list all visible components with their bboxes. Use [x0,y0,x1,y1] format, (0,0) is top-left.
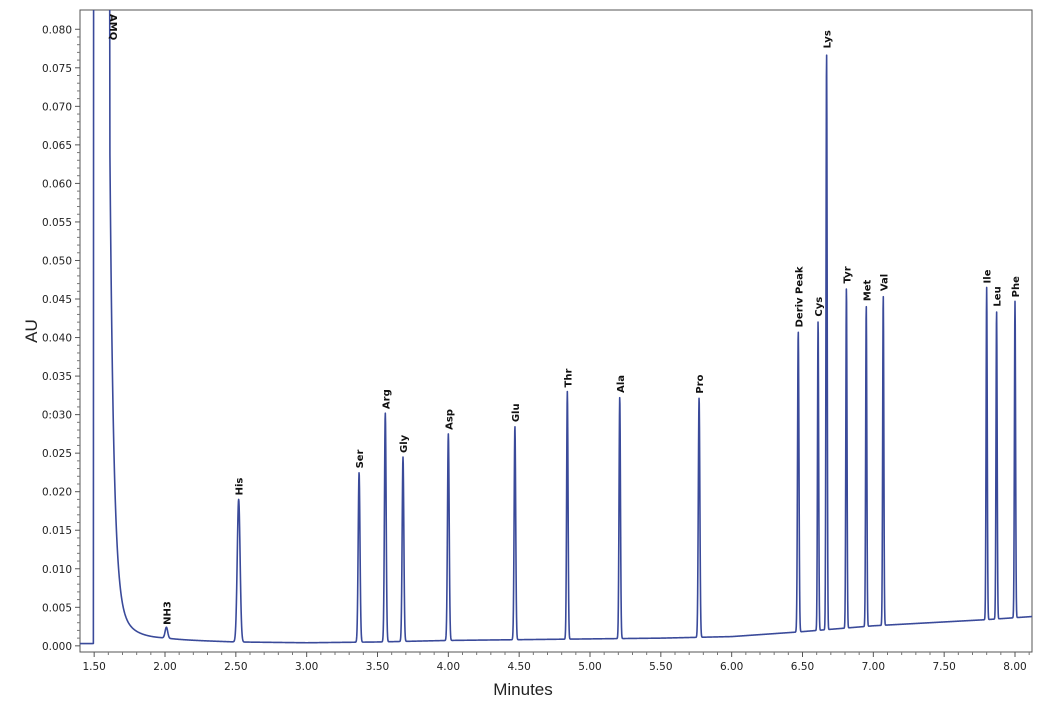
peak-label: Ser [355,449,366,468]
y-tick-label: 0.050 [42,255,72,267]
peak-label: Gly [399,434,410,453]
peak-label: His [235,478,246,496]
x-tick-label: 6.00 [720,661,743,673]
x-tick-label: 2.00 [153,661,176,673]
peak-label: Leu [993,286,1004,306]
x-tick-label: 2.50 [224,661,247,673]
x-tick-label: 7.00 [862,661,885,673]
peak-label: Cys [814,297,825,317]
peak-label: NH3 [162,601,173,625]
peak-label: Val [879,274,890,291]
y-tick-label: 0.020 [42,487,72,499]
y-axis-ticks: 0.000 0.005 0.010 0.015 0.020 0.025 0:030 0.035… [42,24,80,653]
peak-label: Asp [444,409,455,430]
peak-label: Glu [511,403,522,422]
peak-label: Deriv Peak [794,266,805,327]
peak-label: Met [862,279,873,301]
y-tick-label: 0.040 [42,333,72,345]
x-tick-label: 4.00 [437,661,460,673]
y-tick-label: 0.015 [42,525,72,537]
peak-label: Tyr [842,266,853,283]
y-tick-label: 0.075 [42,63,72,75]
y-tick-label: 0.035 [42,371,72,383]
peak-label: Lys [823,30,834,48]
y-tick-label: 0.005 [42,602,72,614]
peak-label: Phe [1011,276,1022,297]
peak-label: Thr [563,369,574,388]
y-tick-label: 0.065 [42,140,72,152]
peak-label: Ala [616,375,627,393]
y-tick-label: 0.045 [42,294,72,306]
peak-label: Pro [695,374,706,393]
x-tick-label: 1.50 [82,661,105,673]
x-tick-label: 7.50 [932,661,955,673]
y-tick-label: 0.070 [42,101,72,113]
y-tick-label: 0.000 [42,641,72,653]
x-axis-ticks: 1.50 2.00 2.50 3.00 3.50 4.00 4.50 5.00 5.50 6.00… [82,652,1030,673]
x-axis-title: Minutes [493,680,553,699]
y-tick-label: 0.080 [42,24,72,36]
x-tick-label: 5.00 [578,661,601,673]
x-tick-label: 8.00 [1003,661,1026,673]
peak-label: AMQ [107,14,118,40]
y-tick-label: 0.060 [42,178,72,190]
y-axis-title: AU [22,319,41,343]
y-tick-label: 0:030 [42,410,72,422]
x-tick-label: 6.50 [791,661,814,673]
peak-label: Ile [983,269,994,283]
y-tick-label: 0.010 [42,564,72,576]
x-tick-label: 5.50 [649,661,672,673]
x-tick-label: 3.50 [366,661,389,673]
y-tick-label: 0.025 [42,448,72,460]
x-tick-label: 4.50 [507,661,530,673]
peak-labels: AMQ NH3 His Ser Arg Gly Asp Glu Thr Ala Pro Deriv P… [107,14,1022,625]
peak-label: Arg [381,389,392,409]
chromatogram-trace [80,10,1032,645]
plot-frame [79,9,1033,653]
x-tick-label: 3.00 [295,661,318,673]
y-tick-label: 0.055 [42,217,72,229]
